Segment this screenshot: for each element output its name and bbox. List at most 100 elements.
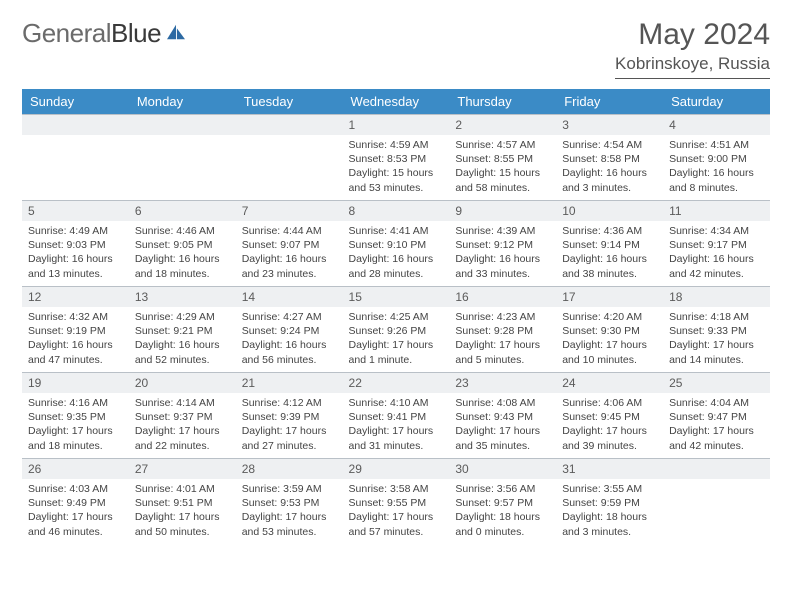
day-body: Sunrise: 4:34 AMSunset: 9:17 PMDaylight:… <box>663 221 770 285</box>
sunset-line: Sunset: 9:37 PM <box>135 410 230 424</box>
day-body: Sunrise: 4:14 AMSunset: 9:37 PMDaylight:… <box>129 393 236 457</box>
sunset-line: Sunset: 9:55 PM <box>349 496 444 510</box>
sunrise-line: Sunrise: 4:18 AM <box>669 310 764 324</box>
month-title: May 2024 <box>615 18 770 52</box>
daylight-line: Daylight: 15 hours and 58 minutes. <box>455 166 550 194</box>
sunset-line: Sunset: 9:35 PM <box>28 410 123 424</box>
day-body <box>663 479 770 486</box>
sunrise-line: Sunrise: 3:59 AM <box>242 482 337 496</box>
daylight-line: Daylight: 16 hours and 23 minutes. <box>242 252 337 280</box>
day-number: 10 <box>556 200 663 221</box>
calendar-day-cell: 30Sunrise: 3:56 AMSunset: 9:57 PMDayligh… <box>449 458 556 544</box>
weekday-header: Friday <box>556 89 663 114</box>
sunrise-line: Sunrise: 4:32 AM <box>28 310 123 324</box>
sunrise-line: Sunrise: 4:29 AM <box>135 310 230 324</box>
sunrise-line: Sunrise: 4:23 AM <box>455 310 550 324</box>
calendar-day-cell: 29Sunrise: 3:58 AMSunset: 9:55 PMDayligh… <box>343 458 450 544</box>
daylight-line: Daylight: 15 hours and 53 minutes. <box>349 166 444 194</box>
daylight-line: Daylight: 17 hours and 22 minutes. <box>135 424 230 452</box>
sunrise-line: Sunrise: 4:08 AM <box>455 396 550 410</box>
daylight-line: Daylight: 17 hours and 10 minutes. <box>562 338 657 366</box>
day-number <box>663 458 770 479</box>
sunset-line: Sunset: 9:26 PM <box>349 324 444 338</box>
calendar-empty-cell <box>129 114 236 200</box>
day-body: Sunrise: 3:59 AMSunset: 9:53 PMDaylight:… <box>236 479 343 543</box>
sunset-line: Sunset: 9:33 PM <box>669 324 764 338</box>
weekday-header: Monday <box>129 89 236 114</box>
calendar-week-row: 12Sunrise: 4:32 AMSunset: 9:19 PMDayligh… <box>22 286 770 372</box>
day-number: 28 <box>236 458 343 479</box>
calendar-week-row: 26Sunrise: 4:03 AMSunset: 9:49 PMDayligh… <box>22 458 770 544</box>
logo-text-1: General <box>22 18 111 48</box>
calendar-empty-cell <box>663 458 770 544</box>
sunset-line: Sunset: 9:51 PM <box>135 496 230 510</box>
daylight-line: Daylight: 17 hours and 31 minutes. <box>349 424 444 452</box>
sunset-line: Sunset: 9:57 PM <box>455 496 550 510</box>
day-number: 2 <box>449 114 556 135</box>
day-number: 16 <box>449 286 556 307</box>
day-number: 17 <box>556 286 663 307</box>
day-number: 8 <box>343 200 450 221</box>
day-body: Sunrise: 4:23 AMSunset: 9:28 PMDaylight:… <box>449 307 556 371</box>
daylight-line: Daylight: 16 hours and 18 minutes. <box>135 252 230 280</box>
daylight-line: Daylight: 16 hours and 3 minutes. <box>562 166 657 194</box>
daylight-line: Daylight: 17 hours and 53 minutes. <box>242 510 337 538</box>
sunrise-line: Sunrise: 4:03 AM <box>28 482 123 496</box>
daylight-line: Daylight: 17 hours and 42 minutes. <box>669 424 764 452</box>
day-number: 23 <box>449 372 556 393</box>
day-number: 25 <box>663 372 770 393</box>
sunset-line: Sunset: 9:28 PM <box>455 324 550 338</box>
daylight-line: Daylight: 18 hours and 0 minutes. <box>455 510 550 538</box>
sunrise-line: Sunrise: 4:25 AM <box>349 310 444 324</box>
sunset-line: Sunset: 9:12 PM <box>455 238 550 252</box>
sunset-line: Sunset: 9:00 PM <box>669 152 764 166</box>
calendar-day-cell: 1Sunrise: 4:59 AMSunset: 8:53 PMDaylight… <box>343 114 450 200</box>
day-body <box>22 135 129 142</box>
calendar-day-cell: 9Sunrise: 4:39 AMSunset: 9:12 PMDaylight… <box>449 200 556 286</box>
daylight-line: Daylight: 16 hours and 33 minutes. <box>455 252 550 280</box>
calendar-week-row: 1Sunrise: 4:59 AMSunset: 8:53 PMDaylight… <box>22 114 770 200</box>
day-body: Sunrise: 4:20 AMSunset: 9:30 PMDaylight:… <box>556 307 663 371</box>
calendar-day-cell: 2Sunrise: 4:57 AMSunset: 8:55 PMDaylight… <box>449 114 556 200</box>
calendar-table: SundayMondayTuesdayWednesdayThursdayFrid… <box>22 89 770 544</box>
day-body: Sunrise: 4:01 AMSunset: 9:51 PMDaylight:… <box>129 479 236 543</box>
day-body: Sunrise: 4:18 AMSunset: 9:33 PMDaylight:… <box>663 307 770 371</box>
daylight-line: Daylight: 16 hours and 42 minutes. <box>669 252 764 280</box>
calendar-day-cell: 8Sunrise: 4:41 AMSunset: 9:10 PMDaylight… <box>343 200 450 286</box>
sunset-line: Sunset: 8:58 PM <box>562 152 657 166</box>
weekday-header: Saturday <box>663 89 770 114</box>
calendar-day-cell: 7Sunrise: 4:44 AMSunset: 9:07 PMDaylight… <box>236 200 343 286</box>
sunrise-line: Sunrise: 4:06 AM <box>562 396 657 410</box>
day-number: 18 <box>663 286 770 307</box>
day-number: 15 <box>343 286 450 307</box>
day-body: Sunrise: 4:36 AMSunset: 9:14 PMDaylight:… <box>556 221 663 285</box>
day-number: 14 <box>236 286 343 307</box>
sunset-line: Sunset: 9:14 PM <box>562 238 657 252</box>
day-body: Sunrise: 4:10 AMSunset: 9:41 PMDaylight:… <box>343 393 450 457</box>
sunrise-line: Sunrise: 4:39 AM <box>455 224 550 238</box>
day-number: 6 <box>129 200 236 221</box>
sunrise-line: Sunrise: 4:36 AM <box>562 224 657 238</box>
logo-text-2: Blue <box>111 18 161 48</box>
daylight-line: Daylight: 18 hours and 3 minutes. <box>562 510 657 538</box>
calendar-day-cell: 14Sunrise: 4:27 AMSunset: 9:24 PMDayligh… <box>236 286 343 372</box>
sunset-line: Sunset: 9:47 PM <box>669 410 764 424</box>
day-body: Sunrise: 4:04 AMSunset: 9:47 PMDaylight:… <box>663 393 770 457</box>
sunset-line: Sunset: 9:03 PM <box>28 238 123 252</box>
day-body: Sunrise: 4:27 AMSunset: 9:24 PMDaylight:… <box>236 307 343 371</box>
day-body: Sunrise: 4:39 AMSunset: 9:12 PMDaylight:… <box>449 221 556 285</box>
day-number: 1 <box>343 114 450 135</box>
calendar-day-cell: 12Sunrise: 4:32 AMSunset: 9:19 PMDayligh… <box>22 286 129 372</box>
calendar-day-cell: 26Sunrise: 4:03 AMSunset: 9:49 PMDayligh… <box>22 458 129 544</box>
sunset-line: Sunset: 9:53 PM <box>242 496 337 510</box>
sunset-line: Sunset: 9:17 PM <box>669 238 764 252</box>
calendar-day-cell: 28Sunrise: 3:59 AMSunset: 9:53 PMDayligh… <box>236 458 343 544</box>
weekday-header: Wednesday <box>343 89 450 114</box>
title-underline <box>615 78 770 79</box>
calendar-day-cell: 5Sunrise: 4:49 AMSunset: 9:03 PMDaylight… <box>22 200 129 286</box>
calendar-day-cell: 11Sunrise: 4:34 AMSunset: 9:17 PMDayligh… <box>663 200 770 286</box>
day-number: 9 <box>449 200 556 221</box>
day-number: 12 <box>22 286 129 307</box>
day-body: Sunrise: 4:44 AMSunset: 9:07 PMDaylight:… <box>236 221 343 285</box>
daylight-line: Daylight: 16 hours and 56 minutes. <box>242 338 337 366</box>
